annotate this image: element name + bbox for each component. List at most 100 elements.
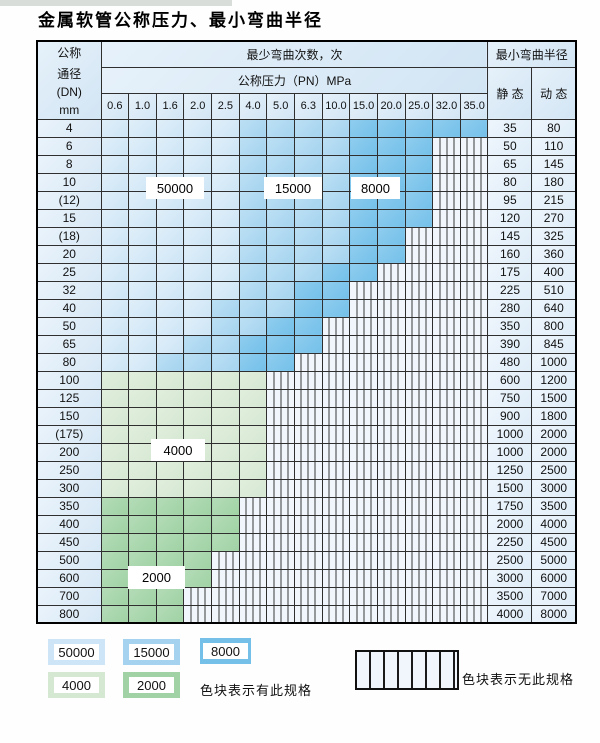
- spec-cell: [128, 442, 157, 462]
- spec-cell: [155, 334, 185, 354]
- spec-cell: [128, 388, 157, 408]
- spec-cell: [349, 262, 378, 282]
- zone-label-4000: 4000: [151, 439, 205, 461]
- spec-cell: [293, 244, 323, 264]
- spec-cell: [238, 388, 268, 408]
- no-spec-cell: [459, 316, 489, 336]
- spec-cell: [266, 352, 295, 372]
- legend-swatch-label: 8000: [203, 643, 248, 659]
- no-spec-cell: [321, 586, 351, 606]
- no-spec-cell: [404, 496, 434, 516]
- spec-cell: [238, 244, 268, 264]
- spec-cell: [100, 154, 130, 174]
- no-spec-cell: [404, 226, 434, 246]
- spec-cell: [376, 118, 406, 138]
- dynamic-radius-cell: 510: [531, 280, 577, 300]
- no-spec-cell: [293, 604, 323, 624]
- no-spec-cell: [349, 442, 378, 462]
- spec-cell: [155, 406, 185, 426]
- pressure-col-header: 0.6: [100, 92, 130, 120]
- spec-cell: [128, 586, 157, 606]
- spec-cell: [128, 532, 157, 552]
- no-spec-cell: [211, 586, 240, 606]
- spec-cell: [128, 262, 157, 282]
- no-spec-cell: [432, 244, 461, 264]
- spec-cell: [238, 460, 268, 480]
- dynamic-radius-cell: 845: [531, 334, 577, 354]
- pressure-col-header: 1.0: [128, 92, 157, 120]
- no-spec-cell: [293, 424, 323, 444]
- dn-cell: 4: [36, 118, 102, 138]
- no-spec-cell: [404, 280, 434, 300]
- no-spec-cell: [321, 532, 351, 552]
- no-spec-cell: [459, 280, 489, 300]
- dn-cell: 15: [36, 208, 102, 228]
- static-header: 静 态: [487, 66, 533, 120]
- zone-label-2000: 2000: [128, 566, 185, 589]
- dynamic-radius-cell: 270: [531, 208, 577, 228]
- no-spec-cell: [321, 406, 351, 426]
- spec-cell: [100, 460, 130, 480]
- spec-cell: [100, 172, 130, 192]
- spec-cell: [266, 226, 295, 246]
- static-radius-cell: 1500: [487, 478, 533, 498]
- no-spec-cell: [459, 586, 489, 606]
- static-radius-cell: 4000: [487, 604, 533, 624]
- spec-cell: [266, 334, 295, 354]
- spec-cell: [293, 316, 323, 336]
- no-spec-cell: [293, 496, 323, 516]
- no-spec-cell: [266, 388, 295, 408]
- no-spec-cell: [404, 262, 434, 282]
- pressure-col-header: 25.0: [404, 92, 434, 120]
- spec-cell: [238, 190, 268, 210]
- table-row: 350 1750 3500: [36, 496, 577, 516]
- spec-cell: [349, 244, 378, 264]
- dynamic-radius-cell: 4500: [531, 532, 577, 552]
- spec-cell: [432, 118, 461, 138]
- spec-cell: [349, 118, 378, 138]
- legend-swatch-label: 50000: [54, 644, 99, 660]
- spec-cell: [211, 406, 240, 426]
- dn-cell: 150: [36, 406, 102, 426]
- spec-cell: [211, 352, 240, 372]
- no-spec-cell: [266, 604, 295, 624]
- spec-cell: [211, 478, 240, 498]
- no-spec-cell: [238, 586, 268, 606]
- no-spec-cell: [459, 226, 489, 246]
- pressure-col-header: 4.0: [238, 92, 268, 120]
- static-radius-cell: 280: [487, 298, 533, 318]
- dynamic-radius-cell: 7000: [531, 586, 577, 606]
- table-row: 200 1000 2000: [36, 442, 577, 462]
- spec-cell: [128, 244, 157, 264]
- dn-line: mm: [59, 102, 80, 117]
- no-spec-cell: [238, 532, 268, 552]
- dynamic-radius-cell: 800: [531, 316, 577, 336]
- no-spec-cell: [238, 514, 268, 534]
- spec-cell: [349, 154, 378, 174]
- spec-cell: [183, 244, 213, 264]
- dn-cell: 600: [36, 568, 102, 588]
- spec-cell: [211, 370, 240, 390]
- no-spec-cell: [321, 568, 351, 588]
- pressure-col-header: 32.0: [432, 92, 461, 120]
- no-spec-cell: [459, 424, 489, 444]
- no-spec-cell: [432, 586, 461, 606]
- dn-cell: 400: [36, 514, 102, 534]
- spec-cell: [128, 604, 157, 624]
- spec-cell: [100, 190, 130, 210]
- spec-cell: [183, 208, 213, 228]
- no-spec-cell: [321, 478, 351, 498]
- spec-cell: [238, 172, 268, 192]
- legend-swatch-8000: 8000: [200, 638, 251, 664]
- spec-cell: [238, 334, 268, 354]
- table-body: 4 35 80 6 50 110 8 65 145 10 80 180 (12) 95 215 15 120 27…: [36, 118, 577, 624]
- dn-cell: (12): [36, 190, 102, 210]
- spec-cell: [183, 298, 213, 318]
- spec-cell: [321, 154, 351, 174]
- no-spec-cell: [376, 352, 406, 372]
- legend-unavailable-text: 色块表示无此规格: [462, 672, 575, 687]
- dn-cell: 250: [36, 460, 102, 480]
- no-spec-cell: [349, 388, 378, 408]
- spec-cell: [155, 280, 185, 300]
- spec-cell: [293, 118, 323, 138]
